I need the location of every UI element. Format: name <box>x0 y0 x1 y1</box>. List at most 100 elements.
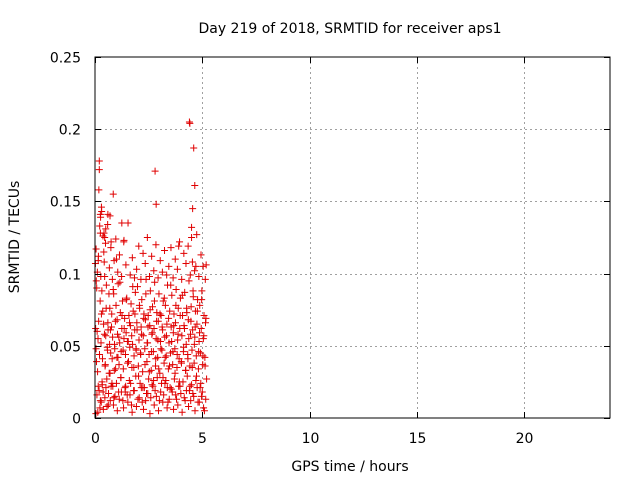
data-point <box>165 362 173 370</box>
data-point <box>191 182 199 190</box>
data-point <box>95 317 103 325</box>
data-point <box>151 278 159 286</box>
data-point <box>113 316 121 324</box>
data-point <box>161 333 169 341</box>
data-point <box>145 375 153 383</box>
data-point <box>188 234 196 241</box>
data-point <box>109 190 117 198</box>
data-point <box>111 392 119 400</box>
data-point <box>92 324 100 332</box>
data-point <box>200 404 208 412</box>
data-point <box>115 251 123 259</box>
data-point <box>98 287 106 295</box>
data-point <box>124 358 132 366</box>
data-point <box>160 391 168 399</box>
data-point <box>133 326 141 334</box>
data-point <box>103 375 111 383</box>
data-point <box>107 349 115 357</box>
data-point <box>147 348 155 356</box>
data-point <box>108 323 116 331</box>
data-point <box>106 397 114 405</box>
data-point <box>165 395 173 403</box>
data-point <box>120 404 128 412</box>
data-point <box>97 339 105 347</box>
data-point <box>111 340 119 348</box>
data-point <box>168 388 176 396</box>
data-point <box>135 336 143 344</box>
data-point <box>107 238 115 246</box>
data-point <box>104 221 112 229</box>
data-point <box>197 392 205 400</box>
data-point <box>109 382 117 390</box>
data-point <box>102 281 110 289</box>
data-point <box>125 376 133 384</box>
data-point <box>126 319 134 327</box>
data-point <box>190 144 198 152</box>
data-point <box>123 337 131 345</box>
data-point <box>118 311 126 319</box>
data-point <box>202 261 210 269</box>
data-point <box>169 274 177 282</box>
data-point <box>198 388 206 396</box>
data-point <box>185 402 193 410</box>
data-point <box>157 311 165 319</box>
data-point <box>118 272 126 280</box>
data-point <box>113 407 121 415</box>
data-point <box>183 304 191 312</box>
data-point <box>155 365 163 373</box>
x-tick-labels: 0 5 10 15 20 <box>91 431 533 447</box>
data-point <box>131 310 139 318</box>
data-point <box>158 346 166 354</box>
data-point <box>154 353 162 361</box>
data-point <box>183 372 191 380</box>
data-point <box>144 389 152 397</box>
data-point <box>122 329 130 337</box>
data-point <box>129 340 137 348</box>
data-point <box>156 310 164 318</box>
data-point <box>155 290 163 298</box>
data-point <box>187 317 195 325</box>
data-point <box>167 281 175 289</box>
data-point <box>96 297 104 305</box>
data-point <box>157 345 165 353</box>
data-point <box>178 408 186 416</box>
x-tick-label: 0 <box>91 431 100 447</box>
data-point <box>92 277 100 285</box>
data-point <box>97 310 105 318</box>
data-point <box>180 324 188 332</box>
data-point <box>182 366 190 374</box>
data-point <box>114 353 122 361</box>
data-point <box>147 366 155 374</box>
data-point <box>164 365 172 373</box>
data-point <box>174 401 182 409</box>
data-point <box>118 219 126 227</box>
data-point <box>138 296 146 304</box>
data-point <box>163 271 171 279</box>
data-point <box>160 294 168 302</box>
data-point <box>190 340 198 348</box>
data-point <box>165 314 173 322</box>
data-point <box>151 387 159 395</box>
data-point <box>125 311 133 319</box>
data-point <box>199 262 207 270</box>
data-point <box>96 350 104 358</box>
data-point <box>153 317 161 325</box>
data-point <box>139 249 147 257</box>
x-axis-label: GPS time / hours <box>291 459 408 475</box>
data-point <box>95 186 103 194</box>
data-point <box>180 249 188 257</box>
data-point <box>191 407 199 415</box>
data-point <box>136 379 144 387</box>
data-point <box>105 264 113 272</box>
data-point <box>159 398 167 406</box>
data-point <box>104 319 112 327</box>
data-point <box>188 363 196 371</box>
data-point <box>133 319 141 327</box>
data-point <box>177 389 185 397</box>
data-point <box>120 335 128 343</box>
y-tick-label: 0.05 <box>50 340 81 356</box>
data-point <box>111 317 119 325</box>
data-point <box>191 333 199 341</box>
data-point <box>170 322 178 330</box>
x-tick-label: 5 <box>198 431 207 447</box>
